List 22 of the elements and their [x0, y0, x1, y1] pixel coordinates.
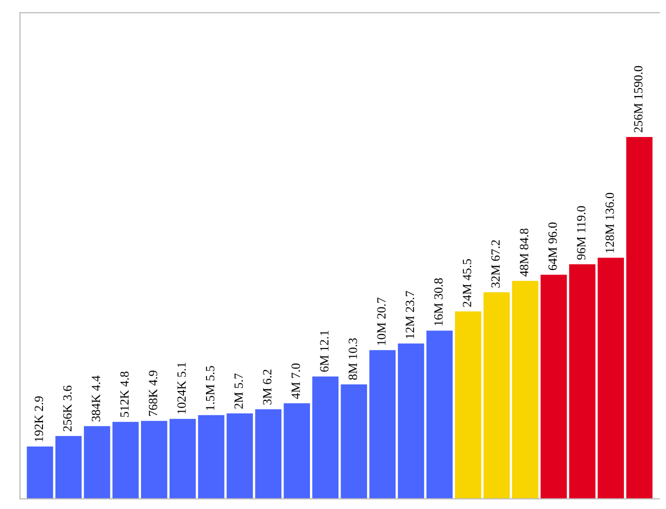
data-label: 512K 4.8 [120, 372, 129, 417]
data-label: 384K 4.4 [92, 376, 100, 422]
data-label: 12M 23.7 [406, 291, 414, 338]
data-label: 256M 1590.0 [634, 66, 643, 132]
data-label: 10M 20.7 [377, 298, 386, 345]
data-label: 24M 45.5 [462, 259, 472, 307]
data-label: 192K 2.9 [34, 396, 44, 442]
data-label: 16M 30.8 [434, 278, 443, 326]
data-label: 96M 119.0 [576, 206, 586, 260]
data-label: 3M 6.2 [263, 370, 272, 404]
data-label: 2M 5.7 [234, 373, 243, 409]
data-label: 8M 10.3 [348, 338, 358, 380]
data-label: 32M 67.2 [491, 240, 500, 288]
data-label: 256K 3.6 [63, 386, 72, 432]
data-label: 1.5M 5.5 [206, 366, 214, 410]
data-label: 128M 136.0 [606, 192, 614, 252]
data-label: 6M 12.1 [320, 330, 329, 372]
data-label: 1024K 5.1 [177, 362, 186, 414]
data-label: 64M 96.0 [548, 222, 557, 270]
data-label: 48M 84.8 [520, 228, 528, 276]
data-label: 768K 4.9 [148, 370, 158, 416]
data-label: 4M 7.0 [292, 364, 300, 399]
